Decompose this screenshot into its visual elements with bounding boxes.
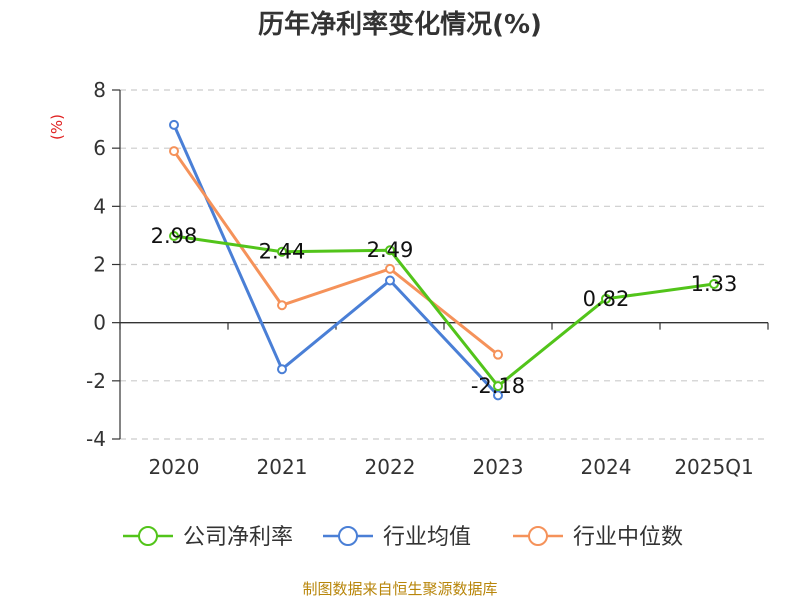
y-tick-label: 0 [93, 311, 106, 335]
y-tick-label: 6 [93, 136, 106, 160]
y-tick-label: -4 [86, 427, 106, 451]
x-tick-label: 2020 [149, 455, 200, 479]
series-point-0[interactable] [385, 245, 395, 256]
data-labels: 2.98 2.44 2.49 -2.18 0.82 1.33 [151, 224, 738, 398]
legend-item-2[interactable]: 行业中位数 [513, 525, 683, 550]
series-point-0[interactable] [169, 230, 179, 241]
legend-swatch-marker [528, 526, 548, 546]
series-point-1[interactable] [385, 275, 395, 286]
data-label: 2.44 [259, 240, 306, 264]
series-line-0 [173, 234, 715, 388]
legend-swatch-marker [138, 526, 158, 546]
legend-item-1[interactable]: 行业均值 [323, 525, 471, 550]
data-label: 2.98 [151, 224, 198, 248]
series-point-2[interactable] [493, 349, 503, 360]
legend-label: 行业中位数 [573, 525, 683, 550]
data-label: 1.33 [691, 272, 738, 296]
y-tick-label: -2 [86, 369, 106, 393]
series-point-0[interactable] [709, 278, 719, 289]
y-axis-unit: (%) [48, 114, 66, 140]
series-point-0[interactable] [277, 246, 287, 257]
x-tick-label: 2023 [473, 455, 524, 479]
x-tick-label: 2021 [257, 455, 308, 479]
legend-label: 公司净利率 [183, 525, 293, 550]
legend-item-0[interactable]: 公司净利率 [123, 525, 293, 550]
legend-label: 行业均值 [383, 525, 471, 550]
series-group [169, 119, 719, 401]
y-tick-label: 4 [93, 194, 106, 218]
grid [120, 89, 768, 440]
data-label: -2.18 [471, 374, 525, 398]
series-point-2[interactable] [169, 146, 179, 157]
series-line-1 [172, 124, 500, 397]
y-tick-label: 2 [93, 253, 106, 277]
legend-swatch-marker [338, 526, 358, 546]
data-label: 0.82 [583, 287, 630, 311]
x-tick-label: 2025Q1 [674, 455, 753, 479]
series-point-1[interactable] [277, 364, 287, 375]
series-point-0[interactable] [601, 293, 611, 304]
series-point-0[interactable] [493, 381, 503, 392]
series-line-2 [172, 150, 499, 356]
axes: -4 -2 0 2 4 6 8 2020 2021 2022 2023 2024 2025Q1 [86, 78, 769, 479]
data-label: 2.49 [367, 238, 414, 262]
x-tick-label: 2022 [365, 455, 416, 479]
x-tick-label: 2024 [581, 455, 632, 479]
series-point-2[interactable] [277, 300, 287, 311]
legend[interactable]: 公司净利率 行业均值 行业中位数 [123, 525, 683, 550]
series-point-2[interactable] [385, 263, 395, 274]
y-tick-label: 8 [93, 78, 106, 102]
series-point-1[interactable] [493, 390, 503, 401]
source-note: 制图数据来自恒生聚源数据库 [302, 580, 497, 598]
chart-title: 历年净利率变化情况(%) [258, 9, 542, 40]
series-point-1[interactable] [169, 119, 179, 130]
